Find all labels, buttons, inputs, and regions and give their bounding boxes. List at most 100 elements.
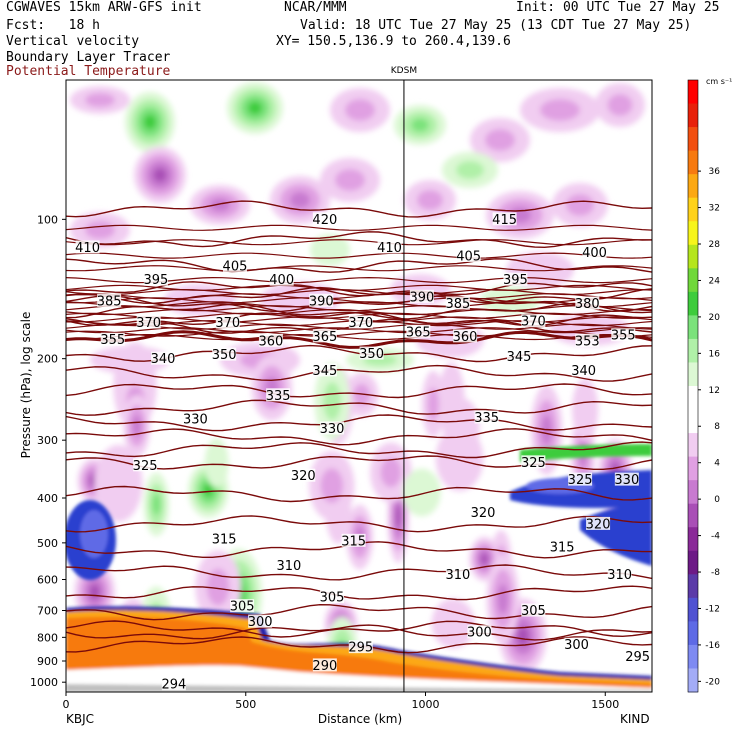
theta-label-bg — [183, 411, 208, 425]
velocity-cell — [571, 378, 599, 441]
colorbar-swatch — [688, 480, 698, 505]
theta-label-bg — [143, 272, 168, 286]
velocity-cell — [607, 94, 633, 116]
theta-label: 385 — [97, 294, 122, 309]
velocity-cell — [85, 93, 115, 107]
field-vertical-velocity: Vertical velocity — [6, 34, 140, 49]
colorbar-tick-label: 32 — [709, 204, 720, 214]
theta-label: 400 — [582, 246, 607, 261]
colorbar-tick-label: 4 — [714, 459, 720, 469]
colorbar-swatch — [688, 621, 698, 646]
velocity-cell — [89, 584, 100, 600]
theta-label: 400 — [269, 273, 294, 288]
theta-label: 360 — [453, 330, 478, 345]
theta-label-bg — [582, 245, 607, 259]
theta-label: 295 — [625, 650, 650, 665]
theta-label-bg — [320, 421, 345, 435]
theta-contour-minor — [66, 265, 652, 272]
colorbar-swatch — [688, 527, 698, 552]
x-tick-label: 500 — [235, 698, 256, 711]
colorbar-swatch — [688, 127, 698, 152]
colorbar-swatch — [688, 409, 698, 434]
theta-contour-305 — [66, 585, 652, 601]
colorbar-swatch — [688, 244, 698, 269]
x-tick-label: 1500 — [591, 698, 619, 711]
theta-label-bg — [222, 258, 247, 272]
station-marker-label: KDSM — [391, 66, 417, 76]
theta-label: 305 — [230, 600, 255, 615]
theta-label-bg — [312, 658, 337, 672]
theta-label-bg — [266, 388, 291, 402]
theta-label: 395 — [143, 273, 168, 288]
velocity-cell — [411, 118, 429, 132]
colorbar-swatch — [688, 291, 698, 316]
theta-label-bg — [348, 640, 373, 654]
model-title: CGWAVES 15km ARW-GFS init — [6, 0, 202, 15]
theta-label-bg — [406, 324, 431, 338]
velocity-cell — [320, 468, 344, 504]
theta-label-bg — [607, 567, 632, 581]
colorbar-swatch — [688, 644, 698, 669]
theta-label-bg — [521, 603, 546, 617]
y-tick-label: 600 — [37, 574, 58, 587]
theta-contour-325 — [66, 485, 652, 503]
theta-label-bg — [276, 558, 301, 572]
x-axis: 0 500 1000 1500 — [63, 692, 619, 711]
theta-label: 355 — [100, 333, 125, 348]
cross-section-xy: XY= 150.5,136.9 to 260.4,139.6 — [276, 34, 511, 49]
theta-contour-minor — [66, 333, 652, 341]
colorbar-swatch — [688, 80, 698, 105]
theta-label: 390 — [309, 294, 334, 309]
theta-label: 290 — [312, 659, 337, 674]
theta-label-bg — [212, 531, 237, 545]
theta-label: 320 — [291, 469, 316, 484]
colorbar-swatch — [688, 103, 698, 128]
theta-label: 390 — [410, 290, 435, 305]
theta-label-bg — [564, 637, 589, 651]
theta-label: 330 — [320, 422, 345, 437]
theta-contour-355 — [66, 383, 652, 399]
field-boundary-layer-tracer: Boundary Layer Tracer — [6, 50, 171, 65]
velocity-cell — [402, 468, 441, 517]
theta-label-bg — [445, 567, 470, 581]
theta-label: 294 — [161, 678, 186, 693]
velocity-cell — [204, 438, 229, 488]
theta-label-bg — [309, 293, 334, 307]
theta-label-bg — [348, 315, 373, 329]
theta-label-bg — [471, 505, 496, 519]
theta-label-bg — [506, 349, 531, 363]
theta-label: 380 — [575, 297, 600, 312]
y-tick-label: 700 — [37, 604, 58, 617]
theta-label: 370 — [136, 316, 161, 331]
theta-contour-294 — [66, 624, 652, 641]
theta-label-bg — [521, 314, 546, 328]
velocity-cell — [210, 198, 230, 212]
terrain-gap — [66, 665, 652, 692]
colorbar-swatch — [688, 574, 698, 599]
colorbar-tick-label: 16 — [709, 349, 721, 359]
velocity-cell — [206, 568, 230, 606]
theta-label-bg — [258, 333, 283, 347]
theta-label-bg — [100, 332, 125, 346]
theta-label: 305 — [521, 604, 546, 619]
theta-contour-minor — [66, 224, 652, 231]
theta-label: 320 — [586, 517, 611, 532]
theta-contour-345 — [66, 414, 652, 432]
center-title: NCAR/MMM — [284, 0, 347, 15]
theta-contour-410 — [66, 258, 652, 273]
theta-label-bg — [474, 410, 499, 424]
theta-label: 370 — [521, 315, 546, 330]
theta-label: 335 — [266, 389, 291, 404]
theta-contour-minor — [66, 323, 652, 330]
velocity-cell — [480, 286, 540, 314]
velocity-cell — [132, 415, 142, 437]
colorbar-tick-label: 20 — [709, 313, 721, 323]
y-tick-label: 500 — [37, 537, 58, 550]
theta-contour-415 — [66, 231, 652, 249]
theta-label: 365 — [312, 330, 337, 345]
theta-label: 315 — [341, 534, 366, 549]
theta-label: 340 — [151, 352, 176, 367]
velocity-cell — [203, 483, 214, 498]
theta-contour-minor — [66, 330, 652, 337]
theta-label: 330 — [183, 412, 208, 427]
